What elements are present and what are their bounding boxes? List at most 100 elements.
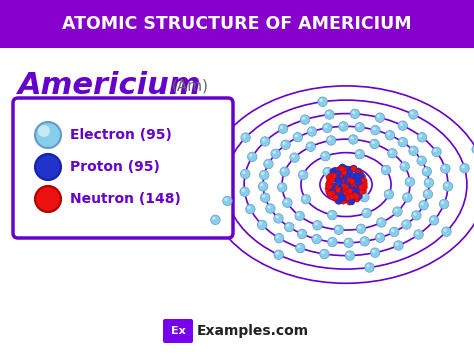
Circle shape (275, 252, 279, 255)
Circle shape (334, 225, 344, 235)
Circle shape (327, 111, 330, 115)
Circle shape (323, 167, 332, 177)
Circle shape (336, 170, 341, 176)
Circle shape (338, 186, 344, 192)
Circle shape (348, 135, 358, 144)
Circle shape (274, 234, 284, 243)
Circle shape (297, 229, 307, 239)
Circle shape (335, 168, 340, 174)
Circle shape (360, 192, 369, 202)
Circle shape (249, 154, 253, 157)
Circle shape (261, 172, 264, 175)
Circle shape (361, 188, 366, 194)
Circle shape (345, 194, 351, 200)
Circle shape (345, 180, 351, 186)
Circle shape (348, 187, 354, 193)
Circle shape (423, 190, 433, 199)
Circle shape (333, 186, 338, 192)
Circle shape (325, 182, 331, 187)
Circle shape (345, 184, 351, 190)
Circle shape (302, 116, 305, 120)
Circle shape (335, 175, 341, 180)
Circle shape (344, 189, 349, 195)
Circle shape (350, 190, 356, 195)
Circle shape (357, 179, 363, 185)
Circle shape (353, 194, 359, 200)
Circle shape (346, 198, 352, 204)
Circle shape (241, 133, 250, 142)
Circle shape (325, 185, 330, 191)
Circle shape (356, 175, 361, 181)
Circle shape (334, 172, 339, 178)
Circle shape (383, 167, 386, 170)
Circle shape (445, 183, 448, 187)
Circle shape (407, 179, 410, 182)
Circle shape (271, 149, 281, 158)
Circle shape (341, 185, 346, 191)
Circle shape (425, 191, 428, 195)
Circle shape (401, 163, 405, 167)
Circle shape (326, 175, 332, 180)
Circle shape (405, 177, 415, 186)
Circle shape (357, 189, 363, 195)
Circle shape (327, 191, 333, 197)
Text: Examples.com: Examples.com (197, 324, 309, 338)
Circle shape (443, 182, 453, 191)
Circle shape (347, 252, 350, 256)
Circle shape (329, 239, 333, 242)
Circle shape (330, 187, 336, 192)
Circle shape (343, 173, 349, 179)
Circle shape (391, 229, 394, 232)
Circle shape (377, 235, 380, 238)
Circle shape (353, 175, 359, 181)
Circle shape (265, 161, 269, 164)
Circle shape (353, 182, 358, 188)
Circle shape (422, 167, 432, 176)
Circle shape (309, 129, 312, 132)
Circle shape (352, 177, 357, 182)
Circle shape (344, 171, 350, 177)
Circle shape (223, 196, 232, 206)
Circle shape (417, 156, 427, 165)
Circle shape (297, 213, 300, 216)
Circle shape (338, 191, 344, 197)
Circle shape (332, 189, 338, 194)
Circle shape (333, 182, 338, 188)
Circle shape (259, 170, 269, 180)
Circle shape (411, 211, 421, 220)
Circle shape (346, 177, 352, 182)
Circle shape (352, 192, 357, 198)
Circle shape (336, 227, 339, 230)
Circle shape (325, 110, 334, 119)
Circle shape (276, 235, 279, 239)
Circle shape (386, 191, 389, 195)
Circle shape (338, 184, 344, 190)
Circle shape (335, 185, 341, 190)
Circle shape (357, 177, 363, 182)
Circle shape (339, 181, 345, 186)
Circle shape (295, 211, 304, 220)
Circle shape (414, 230, 423, 239)
Circle shape (279, 184, 283, 188)
Circle shape (359, 178, 365, 184)
Bar (0, 0, 474, 48)
Circle shape (348, 199, 354, 205)
Circle shape (283, 142, 286, 145)
Circle shape (340, 192, 346, 198)
Circle shape (356, 224, 366, 234)
Circle shape (284, 222, 294, 232)
Circle shape (394, 208, 398, 212)
Circle shape (334, 186, 340, 192)
Circle shape (433, 149, 437, 152)
Circle shape (355, 186, 361, 191)
Circle shape (273, 151, 276, 154)
Circle shape (356, 171, 362, 177)
Circle shape (334, 175, 340, 181)
Circle shape (340, 166, 346, 172)
Circle shape (296, 243, 305, 253)
Circle shape (280, 126, 283, 129)
Circle shape (341, 188, 346, 194)
Circle shape (351, 166, 356, 172)
Circle shape (358, 172, 364, 178)
Circle shape (240, 169, 250, 179)
